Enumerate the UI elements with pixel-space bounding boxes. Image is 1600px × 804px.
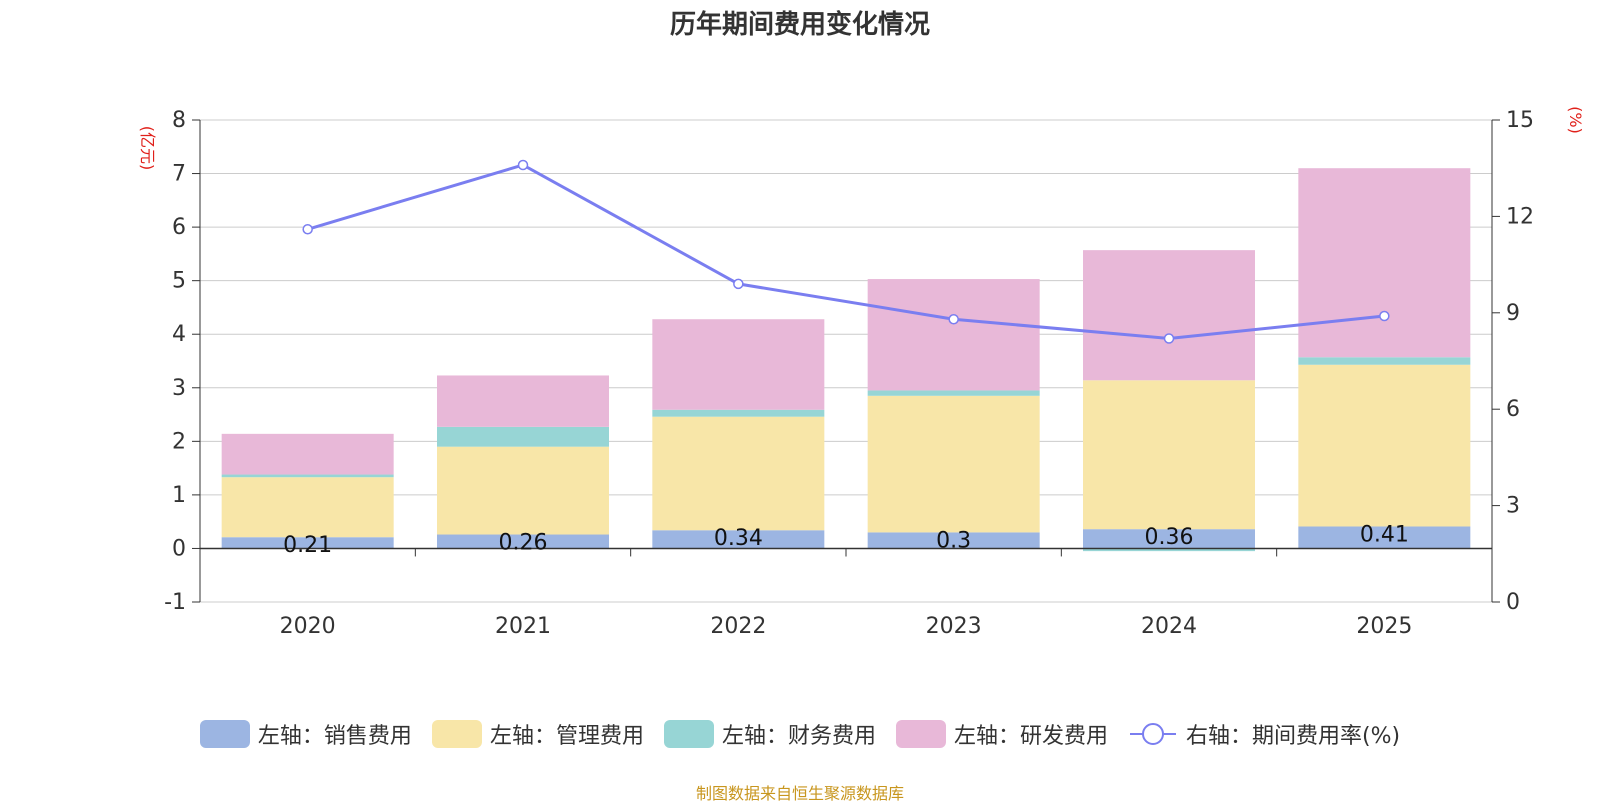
y-tick-label-right: 12 <box>1506 204 1534 229</box>
chart-title: 历年期间费用变化情况 <box>669 10 930 40</box>
legend-swatch <box>199 720 250 748</box>
y-tick-label-left: -1 <box>164 590 186 615</box>
line-point-2023 <box>948 313 959 325</box>
y-tick-label-right: 6 <box>1506 397 1520 422</box>
y-tick-label-left: 6 <box>172 215 186 240</box>
y-tick-label-left: 0 <box>172 536 186 561</box>
bar-2020-左轴：研发费用 <box>221 433 394 475</box>
bar-2020-左轴：销售费用 <box>221 537 394 549</box>
y-tick-label-left: 3 <box>172 376 186 401</box>
bar-2023-左轴：财务费用 <box>867 390 1040 396</box>
legend-swatch <box>895 720 946 748</box>
bar-2025-左轴：管理费用 <box>1298 364 1471 527</box>
x-tick-label: 2025 <box>1356 614 1412 639</box>
x-tick-label: 2021 <box>495 614 551 639</box>
legend-label: 左轴：管理费用 <box>489 724 644 749</box>
y-axis-label-right: (%) <box>1566 106 1585 134</box>
bar-2023-左轴：研发费用 <box>867 279 1040 391</box>
legend-line-swatch <box>1129 723 1176 745</box>
legend-label: 左轴：销售费用 <box>257 724 412 749</box>
data-label-sales: 0.26 <box>499 531 548 556</box>
x-tick-label: 2020 <box>280 614 336 639</box>
bar-2021-左轴：研发费用 <box>437 375 609 427</box>
y-tick-label-right: 3 <box>1506 494 1520 519</box>
y-tick-label-right: 9 <box>1506 301 1520 326</box>
line-point-2025 <box>1379 310 1390 322</box>
bar-2021-左轴：销售费用 <box>437 534 609 549</box>
data-label-sales: 0.41 <box>1360 522 1409 547</box>
legend-item[interactable]: 左轴：研发费用 <box>895 718 1108 750</box>
legend-label: 右轴：期间费用率(%) <box>1185 724 1401 749</box>
bar-2022-左轴：销售费用 <box>652 530 825 549</box>
line-point-2024 <box>1163 333 1175 344</box>
data-label-sales: 0.36 <box>1145 525 1194 550</box>
line-expense-rate <box>307 163 1385 341</box>
y-tick-label-right: 15 <box>1506 108 1534 133</box>
bar-2020-左轴：财务费用 <box>221 474 394 478</box>
bar-2022-左轴：研发费用 <box>652 319 825 410</box>
y-axis-label-left: (亿元) <box>138 126 157 171</box>
bar-2021-左轴：管理费用 <box>437 446 609 535</box>
x-tick-label: 2022 <box>710 614 766 639</box>
bar-2021-左轴：财务费用 <box>437 426 609 447</box>
bar-2022-左轴：财务费用 <box>652 409 825 417</box>
data-label-sales: 0.34 <box>714 526 763 551</box>
line-point-2021 <box>517 159 529 171</box>
bar-2023-左轴：销售费用 <box>867 532 1040 549</box>
legend-label: 左轴：财务费用 <box>721 724 876 749</box>
bar-2024-左轴：管理费用 <box>1083 380 1255 530</box>
y-tick-label-left: 2 <box>172 429 186 454</box>
legend: 左轴：销售费用 左轴：管理费用 左轴：财务费用 左轴：研发费用 右轴：期间费用率(%) <box>0 718 1600 750</box>
y-tick-label-left: 4 <box>172 322 186 347</box>
y-tick-label-right: 0 <box>1506 590 1520 615</box>
legend-item[interactable]: 左轴：管理费用 <box>431 718 644 750</box>
legend-swatch <box>431 720 482 748</box>
data-label-sales: 0.21 <box>283 533 332 558</box>
bar-2022-左轴：管理费用 <box>652 416 825 531</box>
line-point-2022 <box>733 278 744 290</box>
y-tick-label-left: 7 <box>172 162 186 187</box>
x-tick-label: 2023 <box>926 614 982 639</box>
legend-item[interactable]: 右轴：期间费用率(%) <box>1128 718 1400 750</box>
line-point-2020 <box>302 224 313 235</box>
data-source-note: 制图数据来自恒生聚源数据库 <box>695 784 904 803</box>
data-label-sales: 0.3 <box>936 528 971 553</box>
bar-2023-左轴：管理费用 <box>867 395 1040 533</box>
bar-2025-左轴：销售费用 <box>1298 526 1471 549</box>
x-tick-label: 2024 <box>1141 614 1197 639</box>
bar-2025-左轴：财务费用 <box>1298 357 1471 365</box>
y-tick-label-left: 1 <box>172 483 186 508</box>
legend-item[interactable]: 左轴：销售费用 <box>199 718 412 750</box>
bar-2024-左轴：研发费用 <box>1083 250 1255 381</box>
legend-item[interactable]: 左轴：财务费用 <box>663 718 876 750</box>
y-tick-label-left: 5 <box>172 269 186 294</box>
legend-label: 左轴：研发费用 <box>953 724 1108 749</box>
legend-swatch <box>663 720 714 748</box>
bar-2020-左轴：管理费用 <box>221 477 394 538</box>
y-tick-label-left: 8 <box>172 108 186 133</box>
bar-2025-左轴：研发费用 <box>1298 168 1471 358</box>
bar-2024-左轴：财务费用 <box>1083 548 1255 552</box>
bar-2024-左轴：销售费用 <box>1083 529 1255 549</box>
